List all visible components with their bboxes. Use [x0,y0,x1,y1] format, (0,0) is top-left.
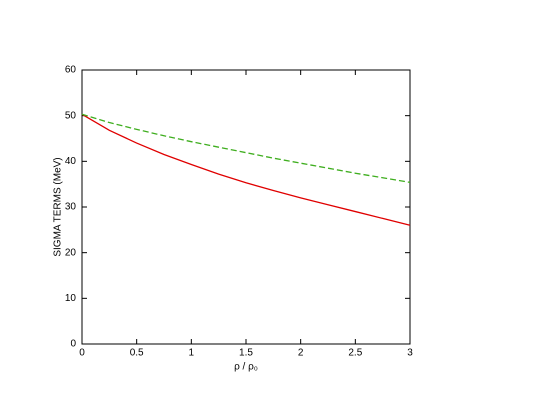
y-tick-label: 60 [65,65,77,76]
y-axis-label: SIGMA TERMS (MeV) [53,157,64,256]
x-tick-label: 0.5 [130,348,144,359]
x-axis-label: ρ / ρ₀ [234,362,258,373]
y-tick-label: 10 [65,293,77,304]
y-tick-label: 40 [65,156,77,167]
x-tick-label: 0 [79,348,85,359]
y-tick-label: 20 [65,247,77,258]
x-tick-label: 3 [407,348,413,359]
series-line [81,113,411,226]
x-tick-label: 2.5 [348,348,362,359]
x-tick-label: 2 [298,348,304,359]
series-line [81,113,411,183]
y-tick-label: 50 [65,110,77,121]
plot-frame [81,69,411,345]
y-tick-label: 0 [70,339,76,350]
y-tick-label: 30 [65,202,77,213]
x-tick-label: 1.5 [239,348,253,359]
x-tick-label: 1 [189,348,195,359]
